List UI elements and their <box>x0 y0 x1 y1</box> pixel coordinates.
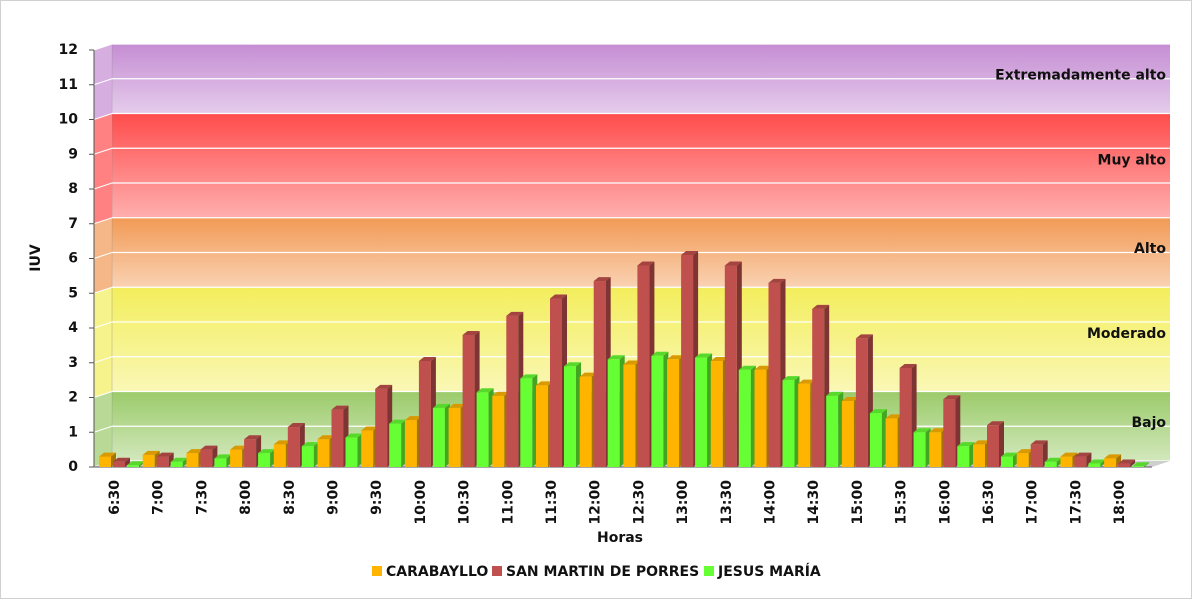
x-tick-label: 16:30 <box>981 480 997 525</box>
legend-swatch <box>704 566 714 576</box>
legend-label: CARABAYLLO <box>386 564 488 580</box>
bar <box>564 362 581 467</box>
x-tick-label: 17:00 <box>1025 480 1041 525</box>
grid-line-side <box>93 217 113 225</box>
x-axis-label: Horas <box>597 530 643 546</box>
grid-line-side <box>93 425 113 433</box>
bar <box>1030 440 1048 467</box>
x-tick-label: 7:30 <box>194 480 210 515</box>
grid-line-side <box>93 286 113 294</box>
grid-line-side <box>93 182 113 190</box>
bar <box>244 435 262 467</box>
bar <box>113 457 130 467</box>
band-label: Moderado <box>1087 326 1166 342</box>
y-tick-label: 7 <box>68 216 78 232</box>
bar <box>651 351 669 467</box>
x-tick-label: 6:30 <box>107 480 123 515</box>
bar <box>301 442 319 467</box>
x-tick-label: 18:00 <box>1112 480 1128 525</box>
x-tick-label: 12:00 <box>588 480 604 525</box>
y-tick-label: 0 <box>68 459 78 475</box>
uv-band <box>112 113 1170 218</box>
bar <box>1118 459 1136 467</box>
bar <box>432 403 450 467</box>
bar <box>1132 462 1150 467</box>
x-tick-label: 15:30 <box>894 480 910 525</box>
legend-label: JESUS MARÍA <box>717 563 821 580</box>
band-label: Muy alto <box>1098 152 1167 168</box>
x-tick-label: 12:30 <box>631 480 647 525</box>
y-axis-label: IUV <box>28 244 44 272</box>
x-tick-label: 13:30 <box>719 480 735 525</box>
y-tick-label: 3 <box>68 355 78 371</box>
y-tick-label: 4 <box>68 320 78 336</box>
x-tick-label: 11:00 <box>500 480 516 525</box>
uv-band-side <box>93 113 113 225</box>
legend-label: SAN MARTIN DE PORRES <box>506 564 699 580</box>
y-tick-label: 11 <box>59 77 78 93</box>
grid-line-side <box>93 113 113 120</box>
y-tick-label: 6 <box>68 251 78 267</box>
bar <box>738 365 756 467</box>
x-tick-label: 14:00 <box>763 480 779 525</box>
bar <box>476 388 494 467</box>
y-tick-label: 1 <box>68 424 78 440</box>
bar <box>913 428 931 467</box>
legend-swatch <box>492 566 502 576</box>
grid-line-side <box>93 43 113 51</box>
bar <box>812 304 830 467</box>
x-tick-label: 9:00 <box>326 480 342 515</box>
bar <box>200 445 218 467</box>
band-label: Extremadamente alto <box>995 67 1166 83</box>
y-tick-label: 8 <box>68 181 78 197</box>
band-label: Bajo <box>1131 415 1166 431</box>
y-tick-label: 10 <box>59 112 79 128</box>
bar <box>782 376 800 467</box>
bar <box>1001 452 1018 467</box>
x-tick-label: 16:00 <box>937 480 953 525</box>
bar <box>520 374 538 467</box>
y-tick-label: 5 <box>68 285 78 301</box>
grid-line-side <box>93 391 113 398</box>
bar <box>389 419 407 467</box>
y-tick-label: 2 <box>68 390 78 406</box>
grid-line-side <box>93 252 113 259</box>
bar <box>826 391 844 467</box>
bar <box>695 353 713 467</box>
x-tick-label: 10:00 <box>413 480 429 525</box>
x-tick-label: 13:00 <box>675 480 691 525</box>
bar <box>607 355 625 467</box>
x-tick-label: 7:00 <box>151 480 167 515</box>
x-tick-label: 15:00 <box>850 480 866 525</box>
x-tick-label: 9:30 <box>369 480 385 515</box>
bar <box>869 409 887 467</box>
band-label: Alto <box>1134 241 1166 257</box>
y-tick-label: 9 <box>68 146 78 162</box>
bar <box>957 442 975 467</box>
y-tick-label: 12 <box>59 42 78 58</box>
x-tick-label: 8:30 <box>282 480 298 515</box>
x-tick-label: 14:30 <box>806 480 822 525</box>
bar <box>987 421 1004 467</box>
x-tick-label: 8:00 <box>238 480 254 515</box>
grid-line-side <box>93 147 113 155</box>
grid-line-side <box>93 321 113 329</box>
uv-band-side <box>93 286 113 398</box>
bar <box>258 449 276 467</box>
x-tick-label: 10:30 <box>457 480 473 525</box>
legend: CARABAYLLO SAN MARTIN DE PORRES JESUS MARÍ… <box>372 563 821 580</box>
legend-swatch <box>372 566 382 576</box>
x-tick-label: 11:30 <box>544 480 560 525</box>
grid-line-side <box>93 78 113 86</box>
x-tick-label: 17:30 <box>1068 480 1084 525</box>
bar <box>345 433 363 467</box>
grid-line-side <box>93 356 113 364</box>
bar <box>899 363 917 467</box>
